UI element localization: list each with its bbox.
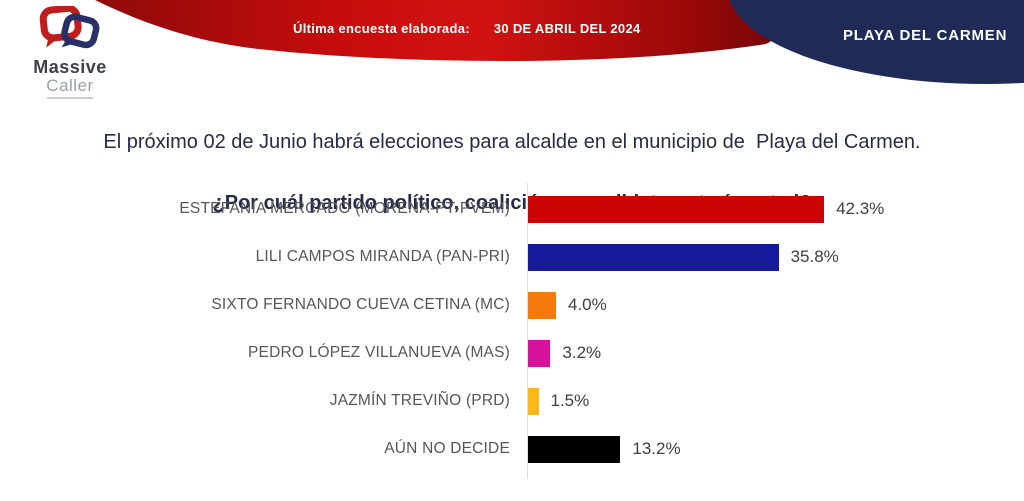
candidate-label: LILI CAMPOS MIRANDA (PAN-PRI) [255,248,510,265]
red-banner-shape [95,0,796,61]
candidate-label: AÚN NO DECIDE [384,440,510,457]
chart-row: ESTEFANÍA MERCADO (MORENA-PT-PVEM) 42.3% [0,185,1024,233]
chart-row: LILI CAMPOS MIRANDA (PAN-PRI) 35.8% [0,233,1024,281]
question-line-1: El próximo 02 de Junio habrá elecciones … [103,131,921,153]
bar-area: 35.8% [528,233,1024,281]
candidate-label: PEDRO LÓPEZ VILLANUEVA (MAS) [248,344,510,361]
result-bar [528,435,621,463]
result-value: 35.8% [790,247,839,266]
result-bar [528,291,556,319]
chart-row: SIXTO FERNANDO CUEVA CETINA (MC) 4.0% [0,281,1024,329]
result-value: 42.3% [836,199,885,218]
bar-area: 3.2% [528,329,1024,377]
result-bar [528,195,825,223]
result-bar [528,243,779,271]
header-banner-shapes [95,0,1024,84]
bar-area: 1.5% [528,377,1024,425]
candidate-label: ESTEFANÍA MERCADO (MORENA-PT-PVEM) [179,200,510,217]
candidate-label: SIXTO FERNANDO CUEVA CETINA (MC) [211,296,510,313]
region-banner: PLAYA DEL CARMEN [843,27,1008,44]
result-value: 4.0% [568,295,607,314]
result-bar [528,387,539,415]
logo-text-caller: Caller [46,75,94,95]
chart-axis-line [527,183,528,479]
header: Última encuesta elaborada: 30 DE ABRIL D… [0,0,1024,99]
navy-banner-shape [729,0,1024,84]
chart-row: JAZMÍN TREVIÑO (PRD) 1.5% [0,377,1024,425]
bar-area: 13.2% [528,425,1024,473]
logo-tagline-rule [47,96,93,99]
candidate-label: JAZMÍN TREVIÑO (PRD) [329,392,510,409]
result-value: 1.5% [550,391,590,410]
bar-area: 42.3% [528,185,1024,233]
result-value: 13.2% [632,439,681,458]
chart-row: PEDRO LÓPEZ VILLANUEVA (MAS) 3.2% [0,329,1024,377]
survey-date-value: 30 DE ABRIL DEL 2024 [493,21,641,36]
bar-area: 4.0% [528,281,1024,329]
chart-row: AÚN NO DECIDE 13.2% [0,425,1024,473]
survey-date-banner: Última encuesta elaborada: 30 DE ABRIL D… [293,21,641,36]
speech-bubbles-icon [39,6,100,49]
poll-bar-chart: ESTEFANÍA MERCADO (MORENA-PT-PVEM) 42.3% L… [0,183,1024,479]
survey-date-label: Última encuesta elaborada: [293,21,470,36]
massive-caller-logo: Massive Caller [10,6,130,99]
result-bar [528,339,551,367]
result-value: 3.2% [562,343,602,362]
logo-text-massive: Massive [33,57,107,77]
